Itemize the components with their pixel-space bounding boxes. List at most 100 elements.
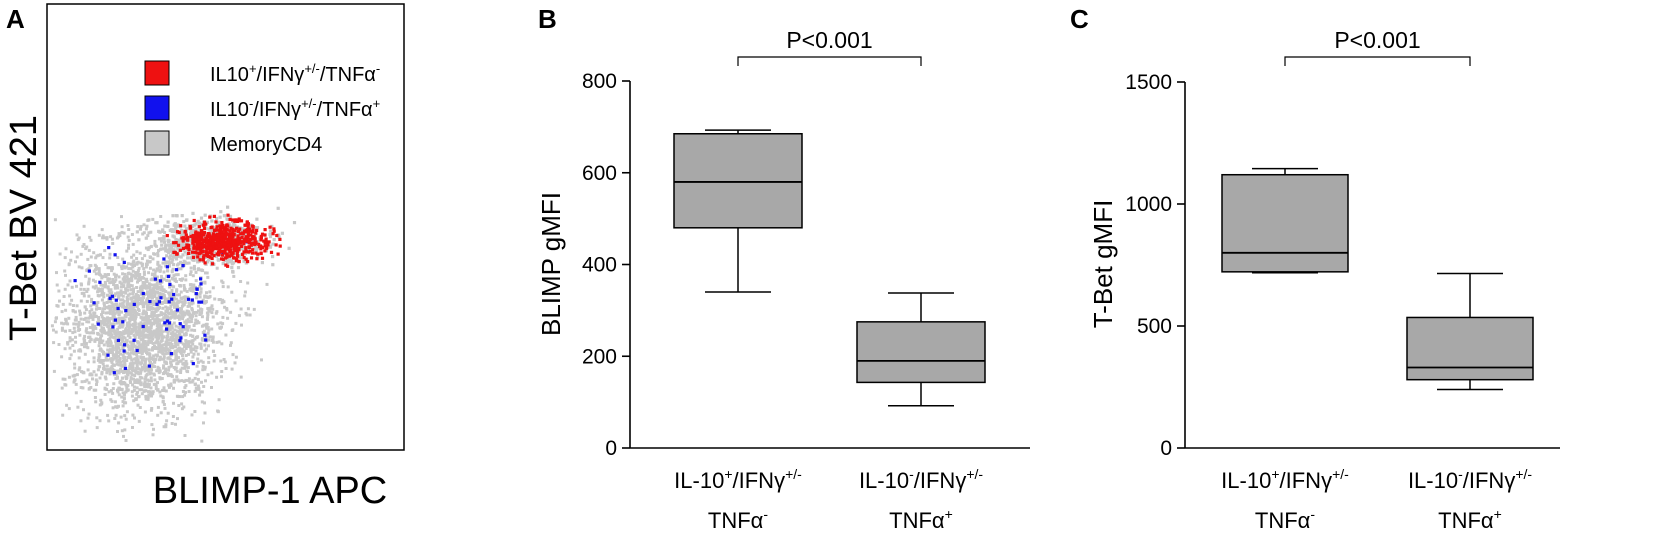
memory-event [124, 439, 128, 442]
memory-event [137, 276, 141, 279]
memory-event [197, 309, 200, 313]
memory-event [142, 272, 146, 276]
memory-event [189, 252, 193, 256]
il10-pos-event [188, 226, 192, 230]
memory-event [81, 386, 85, 390]
memory-event [167, 250, 171, 254]
memory-event [76, 405, 80, 409]
memory-event [145, 298, 149, 302]
memory-event [177, 332, 181, 336]
memory-event [77, 323, 81, 327]
memory-event [97, 233, 101, 237]
memory-event [215, 216, 219, 221]
il10-pos-event [255, 228, 259, 232]
memory-event [211, 286, 215, 290]
memory-event [150, 310, 154, 314]
memory-event [210, 371, 214, 375]
memory-event [104, 275, 108, 279]
il10-pos-event [267, 240, 271, 244]
memory-event [162, 240, 167, 244]
memory-event [137, 394, 141, 398]
il10-pos-event [199, 251, 203, 255]
memory-event [101, 362, 105, 366]
memory-event [81, 322, 85, 326]
memory-event [120, 387, 124, 391]
memory-event [255, 217, 259, 221]
il10-pos-event [192, 243, 196, 247]
il10-pos-event [174, 241, 178, 245]
memory-event [61, 413, 65, 417]
il10-pos-event [216, 233, 220, 237]
il10-pos-event [201, 258, 205, 262]
memory-event [110, 360, 114, 364]
memory-event [136, 390, 139, 394]
memory-event [215, 340, 219, 344]
memory-event [88, 310, 92, 313]
memory-event [141, 262, 144, 266]
memory-event [60, 321, 64, 325]
memory-event [202, 323, 206, 327]
memory-event [121, 323, 125, 327]
memory-event [215, 375, 219, 379]
memory-event [185, 325, 189, 329]
il10-pos-event [200, 233, 204, 237]
memory-event [144, 367, 148, 371]
memory-event [271, 263, 275, 267]
memory-event [151, 257, 155, 261]
panel-c-y-tick-label: 1000 [1125, 193, 1172, 216]
memory-event [129, 272, 133, 276]
memory-event [176, 378, 180, 382]
il10-pos-event [248, 240, 252, 244]
memory-event [168, 357, 172, 361]
memory-event [133, 379, 137, 382]
panel-b-p-value: P<0.001 [786, 27, 872, 53]
memory-event [101, 310, 105, 314]
memory-event [97, 269, 101, 273]
memory-event [62, 322, 66, 326]
memory-event [137, 325, 141, 329]
il10-pos-event [209, 246, 213, 250]
memory-event [176, 246, 180, 250]
memory-event [152, 373, 156, 377]
memory-event [231, 328, 235, 332]
memory-event [119, 352, 122, 356]
memory-event [143, 282, 147, 286]
memory-event [206, 326, 210, 330]
memory-event [186, 256, 190, 260]
il10-pos-event [191, 250, 195, 254]
il10-pos-event [186, 245, 191, 249]
memory-event [63, 287, 67, 291]
il10-pos-event [259, 251, 263, 256]
memory-event [194, 386, 198, 390]
memory-event [189, 333, 193, 337]
memory-event [180, 307, 183, 310]
memory-event [112, 382, 116, 386]
memory-event [183, 320, 187, 324]
memory-event [206, 312, 210, 316]
memory-event [156, 413, 160, 417]
il10-pos-event [239, 240, 243, 244]
memory-event [164, 264, 168, 268]
il10-pos-event [249, 233, 253, 237]
il10-pos-event [204, 253, 208, 257]
memory-event [151, 217, 155, 221]
memory-event [149, 386, 153, 390]
memory-event [193, 337, 197, 341]
il10-pos-event [234, 259, 239, 263]
memory-event [173, 279, 177, 283]
memory-event [108, 331, 112, 335]
memory-event [167, 385, 171, 389]
memory-event [138, 329, 142, 333]
il10-pos-event [183, 229, 187, 233]
memory-event [173, 316, 177, 320]
memory-event [143, 389, 147, 393]
panel-b-category-label-line2: TNFα+ [889, 506, 953, 533]
memory-event [95, 304, 99, 308]
memory-event [170, 276, 174, 280]
memory-event [161, 293, 165, 296]
memory-event [176, 305, 180, 309]
memory-event [94, 284, 98, 288]
memory-event [70, 285, 74, 289]
memory-event [138, 298, 142, 302]
memory-event [131, 383, 135, 387]
